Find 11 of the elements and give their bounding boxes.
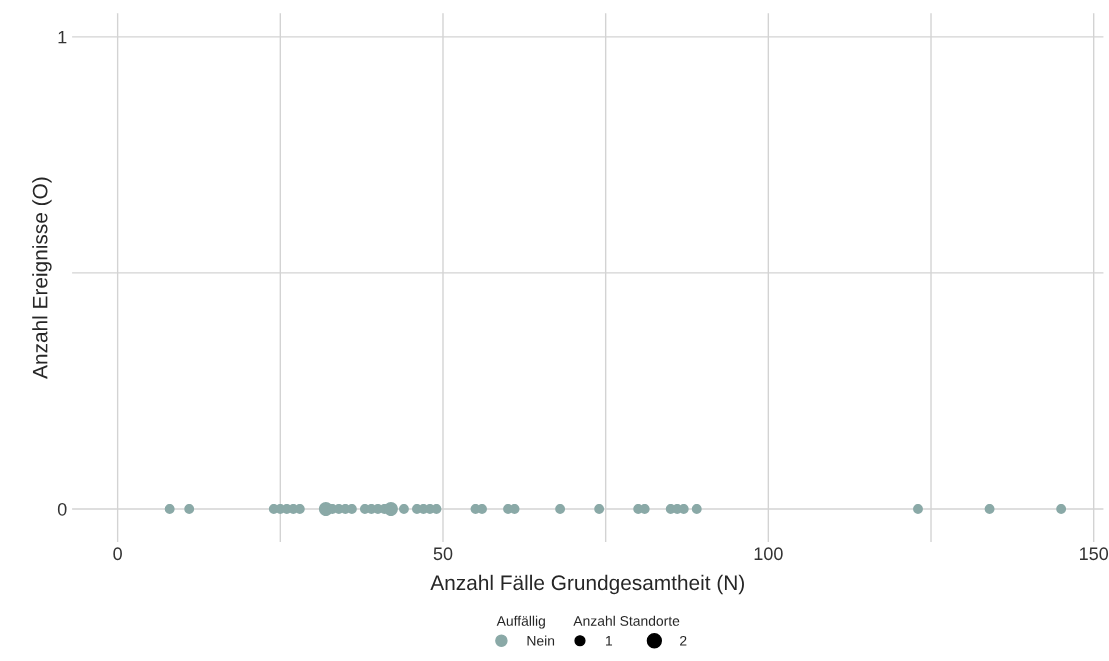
legend-label: Nein	[527, 635, 555, 646]
legend-label: 1	[606, 636, 613, 646]
x-tick-label: 0	[113, 547, 122, 561]
text: Anzahl Standorte	[573, 615, 680, 626]
x-axis-title: Anzahl Fälle Grundgesamtheit (N)	[430, 574, 744, 595]
legend-title: Auffällig	[496, 615, 545, 629]
x-tick-label: 100	[754, 547, 783, 561]
legend-label: 2	[680, 635, 687, 646]
x-tick-label: 150	[1080, 547, 1109, 561]
y-axis-title: Anzahl Ereignisse (O)	[32, 177, 52, 379]
x-tick-label: 50	[433, 547, 453, 561]
